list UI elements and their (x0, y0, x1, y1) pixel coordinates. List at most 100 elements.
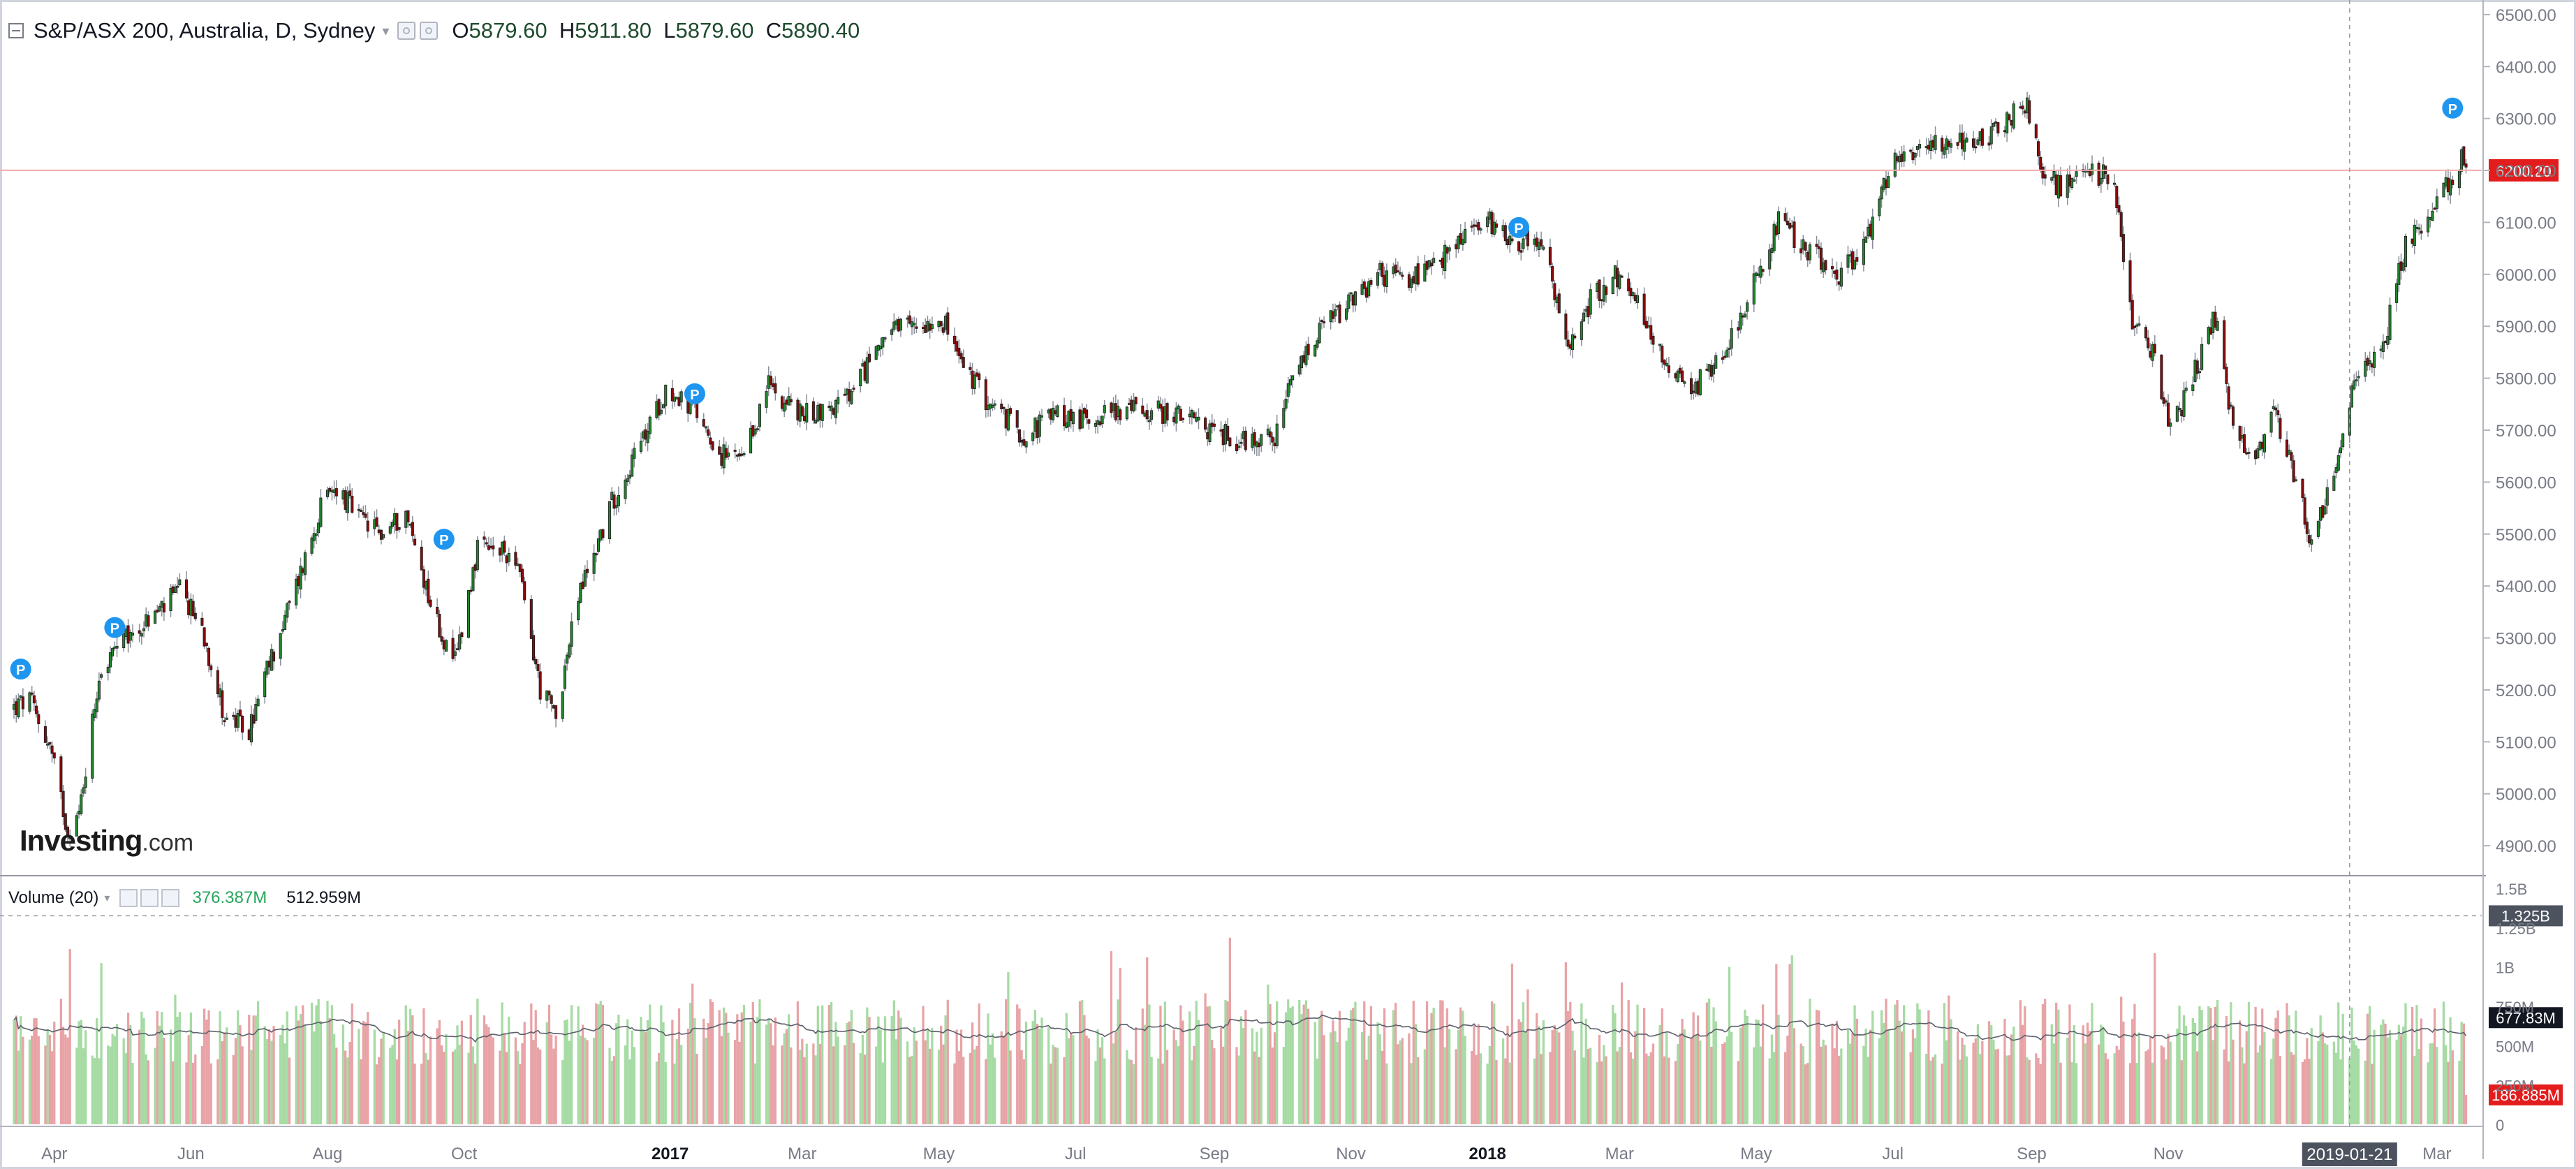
candle (2153, 344, 2156, 353)
candle (924, 325, 927, 333)
candle (1941, 138, 1944, 152)
candle (1589, 289, 1592, 315)
volume-bar (332, 1034, 336, 1124)
volume-bar (2420, 1018, 2423, 1124)
candle (1009, 408, 1013, 414)
candle (1996, 122, 2000, 134)
volume-bar (660, 1005, 663, 1124)
volume-bar (487, 1027, 490, 1124)
volume-bar (586, 1040, 589, 1124)
candle (360, 510, 363, 512)
visibility-icon[interactable] (119, 889, 138, 907)
candle (1410, 279, 1413, 288)
volume-bar (458, 1044, 461, 1124)
volume-bar (2395, 1039, 2398, 1124)
volume-bar (2373, 1029, 2376, 1124)
candle (2034, 124, 2038, 138)
visibility-icon[interactable] (397, 22, 416, 40)
candle (1853, 260, 1857, 270)
candle (1141, 405, 1145, 414)
volume-bar (1441, 1000, 1444, 1124)
volume-bar (2133, 1003, 2136, 1124)
volume-bar (248, 1015, 251, 1124)
volume-bar (1085, 1035, 1088, 1124)
volume-bar (1479, 1053, 1482, 1124)
volume-bar (1773, 1052, 1776, 1124)
volume-bar (1300, 1014, 1303, 1124)
volume-bar (1024, 1021, 1028, 1124)
candle (895, 320, 898, 325)
volume-bar (2137, 1032, 2140, 1124)
settings-icon[interactable] (420, 22, 439, 40)
volume-bar (994, 1057, 996, 1124)
candle (552, 705, 555, 709)
volume-bar (1894, 1004, 1897, 1124)
candle (1627, 278, 1631, 292)
candle (1047, 409, 1050, 413)
volume-bar (66, 1037, 69, 1124)
volume-bar (440, 1045, 443, 1124)
volume-bar (1649, 1052, 1652, 1124)
y-tick-label: 5900.00 (2496, 318, 2556, 337)
y-tick-label: 5200.00 (2496, 682, 2556, 700)
candle (1987, 142, 1991, 146)
volume-bar (2386, 1037, 2389, 1124)
volume-bar (1412, 1000, 1415, 1124)
candle (131, 632, 135, 636)
dropdown-caret-icon[interactable]: ▾ (382, 23, 390, 39)
candle (487, 545, 490, 550)
volume-bar (126, 1013, 130, 1124)
candle (1119, 409, 1122, 420)
candle (388, 526, 392, 534)
volume-bar (476, 999, 479, 1124)
volume-bar (319, 1020, 323, 1124)
candle (2169, 422, 2172, 427)
volume-bar (1052, 1045, 1054, 1124)
candle (890, 329, 894, 335)
candle (1258, 442, 1261, 448)
candle (82, 787, 85, 794)
volume-bar (844, 1045, 846, 1124)
volume-bar (1645, 1053, 1648, 1124)
y-tick-label: 5000.00 (2496, 786, 2556, 804)
volume-bar (1267, 984, 1269, 1124)
candle (861, 363, 864, 367)
candle (2043, 174, 2047, 179)
volume-bar (709, 999, 712, 1124)
volume-bar (1098, 1047, 1101, 1124)
volume-bar (1235, 1047, 1238, 1124)
candle (1976, 139, 1980, 145)
volume-bar (15, 1015, 17, 1124)
candle (91, 713, 94, 779)
volume-bar (397, 1020, 401, 1124)
symbol-title[interactable]: S&P/ASX 200, Australia, D, Sydney (34, 18, 376, 43)
volume-bar (1287, 999, 1290, 1124)
volume-bar (1571, 1030, 1574, 1124)
close-icon[interactable] (161, 889, 180, 907)
candle (2429, 217, 2432, 220)
candle (111, 648, 115, 656)
settings-icon[interactable] (140, 889, 159, 907)
candle (626, 478, 629, 482)
volume-title[interactable]: Volume (20) (8, 888, 99, 907)
volume-bar (467, 1052, 470, 1124)
volume-bar (50, 1051, 54, 1124)
candle (1564, 314, 1568, 340)
candle (2413, 224, 2416, 247)
candle (1692, 390, 1695, 393)
dropdown-caret-icon[interactable]: ▾ (104, 892, 110, 904)
volume-bar (203, 1008, 206, 1124)
candle (203, 627, 206, 647)
candle (254, 704, 258, 721)
volume-bar (389, 1047, 392, 1124)
volume-bar (1316, 1058, 1319, 1124)
logo-brand: Investing (20, 824, 142, 857)
candle (1297, 365, 1301, 375)
volume-tick-label: 1.25B (2496, 920, 2536, 937)
collapse-icon[interactable] (8, 23, 24, 38)
candle (48, 742, 52, 745)
candle (1275, 423, 1279, 447)
candle (2135, 324, 2139, 327)
candle (59, 756, 63, 793)
